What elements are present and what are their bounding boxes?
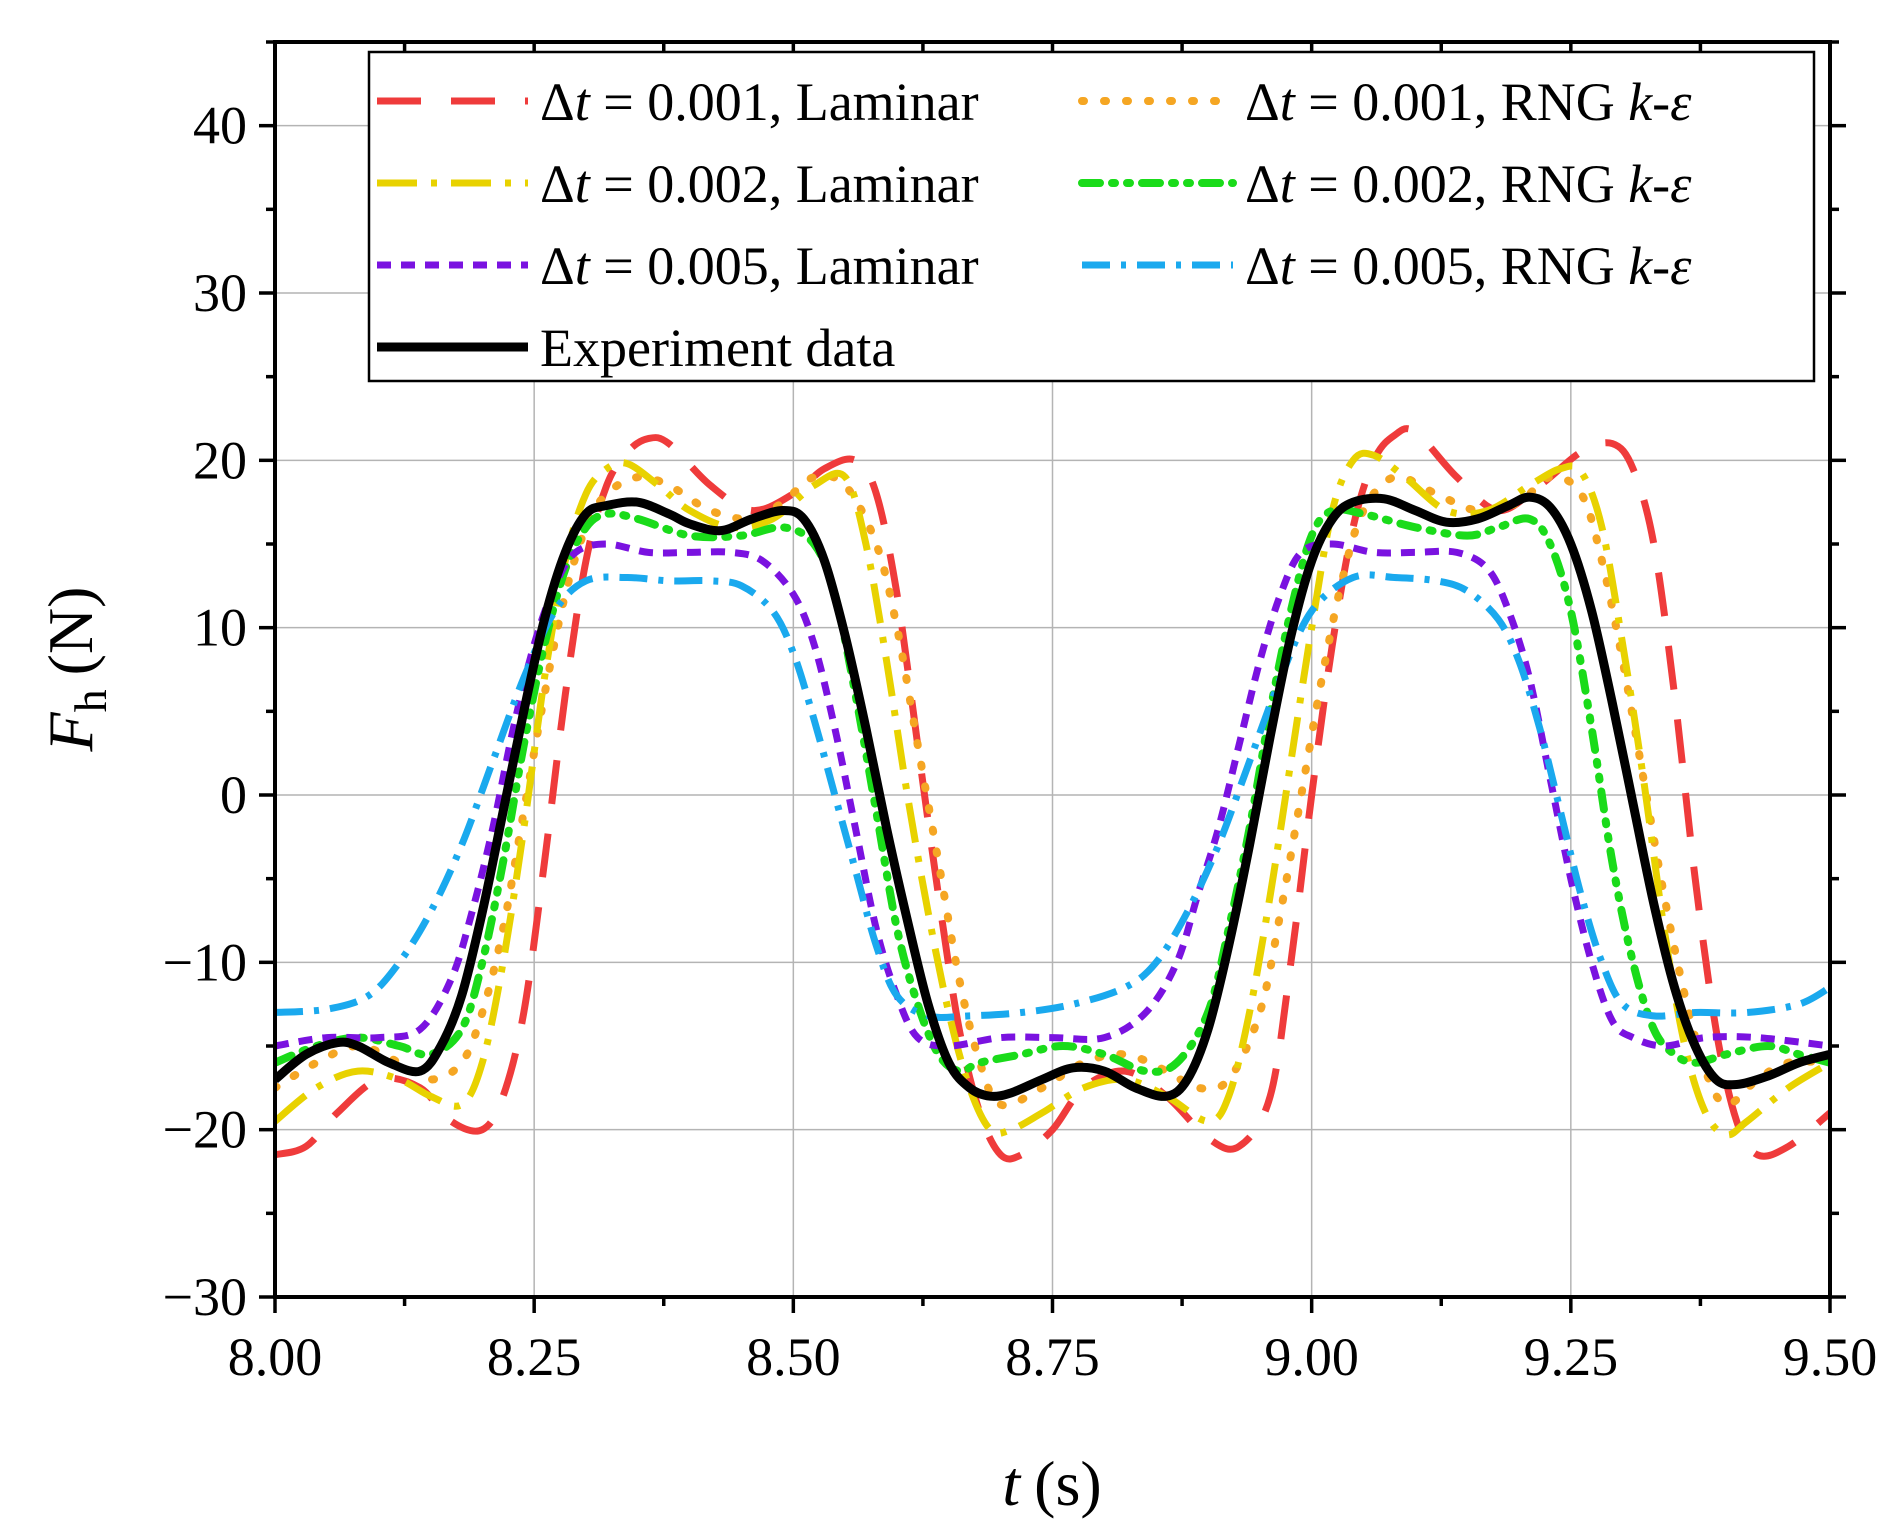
y-tick-label-1: −20 (163, 1100, 247, 1160)
legend-var: t (575, 154, 592, 214)
legend-label-laminar-0-001: Δt = 0.001, Laminar (540, 72, 979, 132)
legend-var: t (1280, 72, 1297, 132)
y-tick-label-4: 10 (193, 598, 247, 658)
x-tick-label-6: 9.50 (1783, 1327, 1878, 1387)
y-tick-label-5: 20 (193, 430, 247, 490)
x-tick-label-1: 8.25 (487, 1327, 582, 1387)
legend-text: = 0.001, Laminar (590, 72, 979, 132)
legend-delta: Δ (540, 236, 575, 296)
legend-items: Δt = 0.001, Laminar Δt = 0.001, RNG k-εΔt… (377, 72, 1692, 378)
x-tick-label-2: 8.50 (746, 1327, 841, 1387)
axis-tick-labels: 8.00 8.25 8.50 8.75 9.00 9.25 9.50 −30 −20 −10 0 10… (163, 96, 1878, 1387)
y-axis-subscript: h (65, 689, 116, 712)
legend-label-rng-0-001: Δt = 0.001, RNG k-ε (1245, 72, 1692, 132)
series-line-experiment (275, 492, 1830, 1101)
axis-ticks (259, 40, 1846, 1313)
x-tick-label-5: 9.25 (1524, 1327, 1619, 1387)
legend-delta: Δ (540, 72, 575, 132)
y-axis-var: F (35, 711, 106, 752)
x-tick-label-0: 8.00 (228, 1327, 323, 1387)
x-axis-title: t (s) (1002, 1448, 1101, 1519)
legend-model: k-ε (1628, 154, 1692, 214)
legend-text: = 0.002, RNG (1295, 154, 1628, 214)
y-tick-label-7: 40 (193, 96, 247, 156)
legend-label-rng-0-005: Δt = 0.005, RNG k-ε (1245, 236, 1692, 296)
legend-text: Experiment data (540, 318, 895, 378)
legend-var: t (575, 236, 592, 296)
legend-var: t (575, 72, 592, 132)
series-layer (275, 425, 1830, 1163)
legend-label-rng-0-002: Δt = 0.002, RNG k-ε (1245, 154, 1692, 214)
legend-text: = 0.002, Laminar (590, 154, 979, 214)
legend-delta: Δ (540, 154, 575, 214)
legend-model: k-ε (1628, 72, 1692, 132)
legend-delta: Δ (1245, 236, 1280, 296)
legend-model: k-ε (1628, 236, 1692, 296)
x-tick-label-3: 8.75 (1005, 1327, 1100, 1387)
y-axis-title: Fh (N) (35, 587, 116, 753)
series-line-rng-0-002 (275, 505, 1830, 1076)
series-line-laminar-0-002 (275, 449, 1830, 1139)
legend-delta: Δ (1245, 72, 1280, 132)
series-line-laminar-0-001 (275, 425, 1830, 1163)
legend-var: t (1280, 154, 1297, 214)
legend-delta: Δ (1245, 154, 1280, 214)
y-tick-label-6: 30 (193, 263, 247, 323)
y-tick-label-3: 0 (220, 765, 247, 825)
legend-label-laminar-0-005: Δt = 0.005, Laminar (540, 236, 979, 296)
y-tick-label-0: −30 (163, 1267, 247, 1327)
series-line-rng-0-001 (275, 471, 1830, 1110)
legend: Δt = 0.001, Laminar Δt = 0.001, RNG k-εΔt… (367, 50, 1816, 383)
legend-var: t (1280, 236, 1297, 296)
x-axis-var: t (1002, 1448, 1022, 1519)
x-axis-unit: (s) (1034, 1448, 1102, 1519)
x-tick-label-4: 9.00 (1264, 1327, 1359, 1387)
y-axis-unit: (N) (35, 587, 106, 676)
legend-text: = 0.001, RNG (1295, 72, 1628, 132)
legend-label-experiment: Experiment data (540, 318, 895, 378)
legend-text: = 0.005, Laminar (590, 236, 979, 296)
y-tick-label-2: −10 (163, 932, 247, 992)
legend-text: = 0.005, RNG (1295, 236, 1628, 296)
legend-label-laminar-0-002: Δt = 0.002, Laminar (540, 154, 979, 214)
legend-box (367, 50, 1816, 383)
